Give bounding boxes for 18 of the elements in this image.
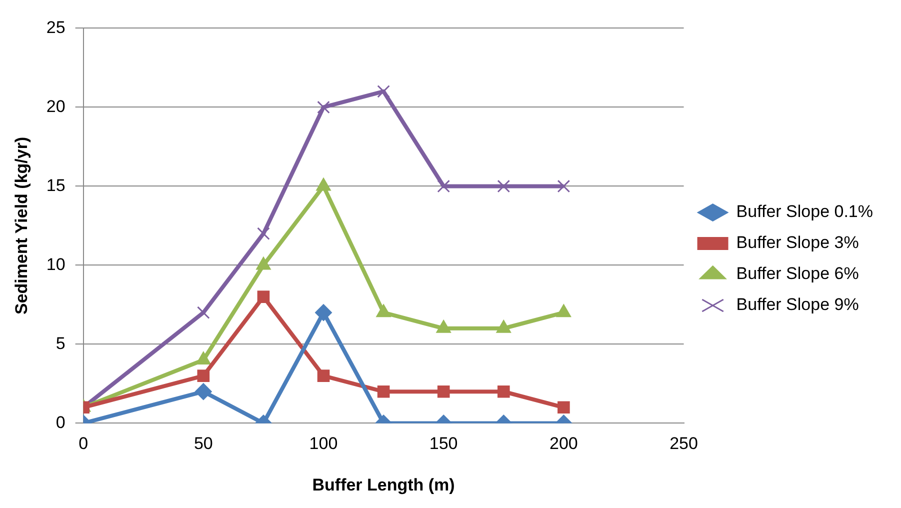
legend-label: Buffer Slope 6%	[736, 264, 859, 284]
x-tick-label: 150	[429, 434, 458, 454]
legend-label: Buffer Slope 9%	[736, 295, 859, 314]
legend-label: Buffer Slope 0.1%	[736, 202, 874, 222]
x-axis-title: Buffer Length (m)	[312, 475, 455, 494]
x-tick-label: 0	[78, 434, 88, 454]
y-tick-label: 25	[46, 18, 66, 37]
x-tick-label: 50	[194, 434, 213, 454]
y-axis-title: Sediment Yield (kg/yr)	[12, 136, 31, 315]
y-tick-label: 0	[56, 412, 66, 432]
y-tick-label: 5	[56, 334, 66, 353]
x-tick-label: 100	[309, 434, 338, 454]
x-tick-label: 200	[549, 434, 578, 454]
legend-label: Buffer Slope 3%	[736, 233, 859, 252]
y-tick-label: 15	[46, 176, 66, 195]
x-tick-label: 250	[670, 434, 698, 454]
y-tick-label: 10	[46, 254, 66, 274]
y-tick-label: 20	[46, 96, 66, 116]
